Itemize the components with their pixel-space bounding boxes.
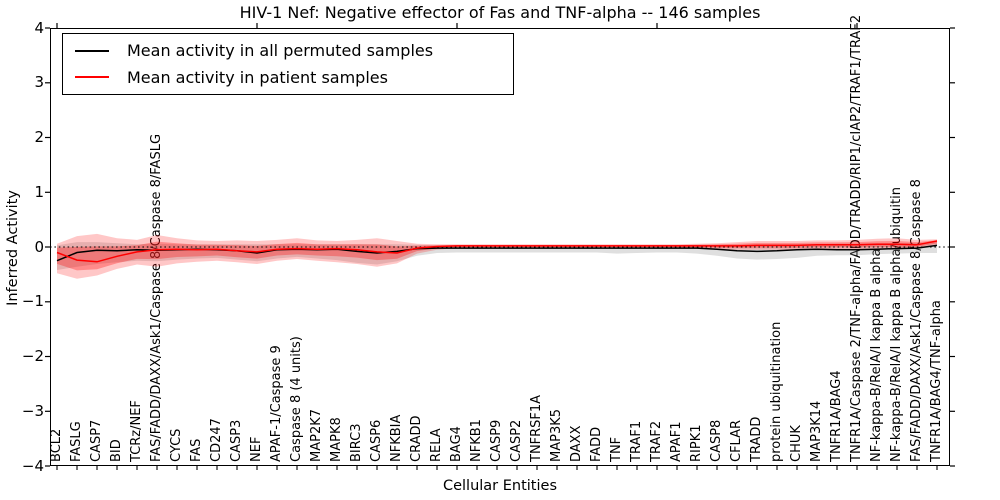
legend: Mean activity in all permuted samples Me… xyxy=(62,33,514,95)
y-tick-label: 3 xyxy=(34,73,44,92)
patient-samples-range-band-inner xyxy=(57,240,937,271)
y-tick-label: 0 xyxy=(34,237,44,256)
y-tick-label: −1 xyxy=(21,292,44,311)
y-tick-label: −3 xyxy=(21,401,44,420)
legend-entry-permuted: Mean activity in all permuted samples xyxy=(75,41,513,60)
legend-entry-patient: Mean activity in patient samples xyxy=(75,68,513,87)
legend-label-permuted: Mean activity in all permuted samples xyxy=(127,41,434,61)
y-tick-label: 2 xyxy=(34,128,44,146)
y-tick-label: 4 xyxy=(34,18,44,37)
patient-samples-range-band xyxy=(57,233,937,279)
legend-line-permuted xyxy=(75,49,109,52)
chart-canvas xyxy=(50,233,950,279)
x-axis-label: Cellular Entities xyxy=(442,478,558,494)
legend-label-patient: Mean activity in patient samples xyxy=(127,67,388,87)
y-tick-label: −2 xyxy=(21,347,44,365)
y-tick-label: 1 xyxy=(34,182,44,201)
y-tick-label: −4 xyxy=(21,456,44,475)
legend-line-patient xyxy=(75,76,109,79)
chart-title: HIV-1 Nef: Negative effector of Fas and … xyxy=(239,3,761,22)
mean-activity-in-patient-samples-line xyxy=(56,240,938,263)
